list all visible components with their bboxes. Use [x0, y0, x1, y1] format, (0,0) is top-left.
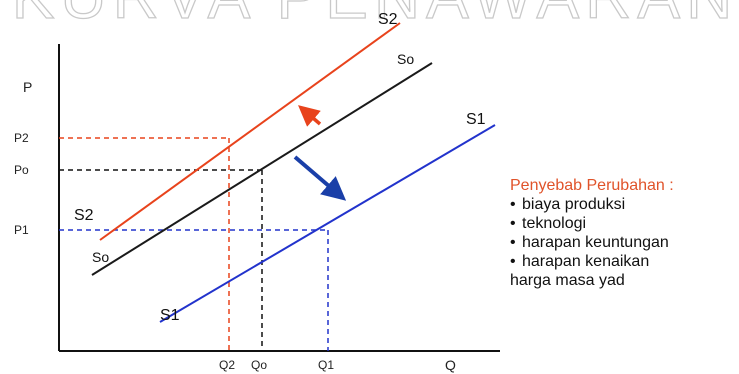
causes-panel: Penyebab Perubahan : • biaya produksi • te… [510, 176, 738, 290]
list-item: • teknologi [510, 214, 738, 233]
list-item: • biaya produksi [510, 195, 738, 214]
cause-text-continued: harga masa yad [510, 272, 625, 289]
list-item: • harapan kenaikan harga masa yad [510, 252, 738, 290]
cause-text: biaya produksi [522, 196, 626, 213]
shift-down-arrow-icon [293, 155, 347, 201]
y-tick-p1: P1 [14, 223, 29, 237]
x-tick-qo: Qo [251, 358, 267, 372]
bullet-icon: • [510, 253, 516, 270]
cause-text: harapan keuntungan [522, 234, 669, 251]
page-title: KURVA PENAWARAN [12, 0, 739, 32]
cause-text: teknologi [522, 215, 587, 232]
so-top-label: So [397, 51, 414, 67]
x-tick-q2: Q2 [219, 358, 235, 372]
s2-top-label: S2 [378, 11, 398, 28]
causes-title: Penyebab Perubahan : [510, 177, 674, 194]
s2-bottom-label: S2 [74, 207, 94, 224]
y-tick-p2: P2 [14, 131, 29, 145]
x-axis-label: Q [445, 357, 456, 373]
s1-bottom-label: S1 [160, 307, 180, 324]
y-tick-po: Po [14, 163, 29, 177]
bullet-icon: • [510, 196, 516, 213]
supply-curve-s2 [99, 22, 401, 241]
causes-list: • biaya produksi • teknologi • harapan keun… [510, 195, 738, 290]
list-item: • harapan keuntungan [510, 233, 738, 252]
bullet-icon: • [510, 215, 516, 232]
x-tick-q1: Q1 [318, 358, 334, 372]
so-bottom-label: So [92, 249, 109, 265]
supply-curve-s1 [159, 124, 496, 323]
y-axis-label: P [23, 79, 32, 95]
cause-text: harapan kenaikan [522, 253, 650, 270]
s1-top-label: S1 [466, 111, 486, 128]
supply-curve-so [91, 62, 433, 276]
bullet-icon: • [510, 234, 516, 251]
shift-up-arrow-icon [298, 105, 322, 127]
